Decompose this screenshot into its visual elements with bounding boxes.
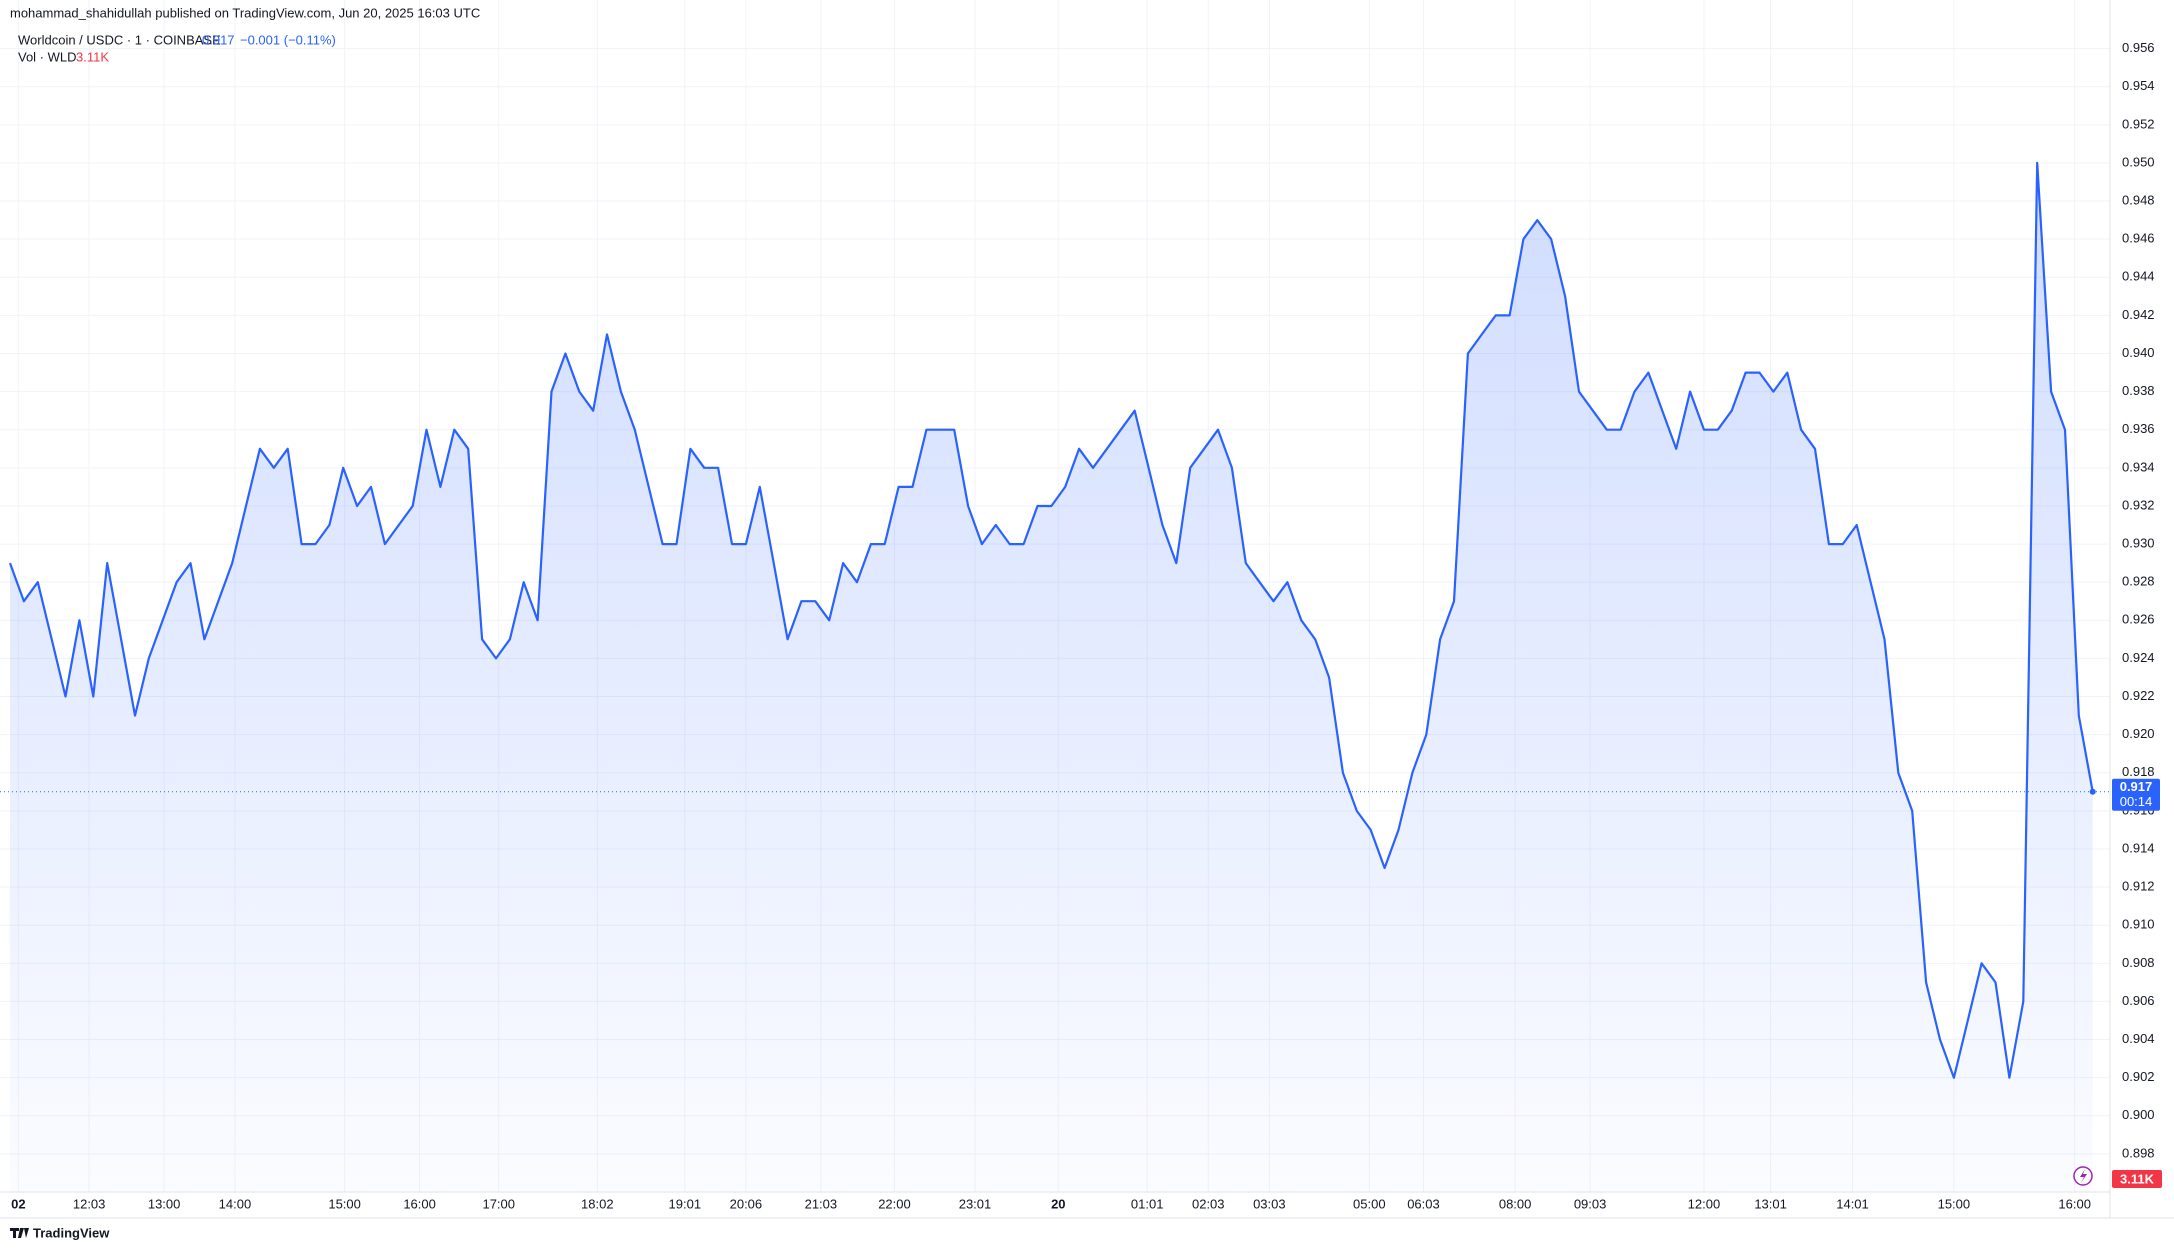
- header-change: −0.001 (−0.11%): [240, 32, 336, 47]
- y-tick-label: 0.898: [2122, 1145, 2155, 1160]
- x-tick-label: 02: [11, 1196, 25, 1211]
- y-tick-label: 0.942: [2122, 307, 2155, 322]
- y-tick-label: 0.910: [2122, 917, 2155, 932]
- y-tick-label: 0.924: [2122, 650, 2155, 665]
- y-tick-label: 0.932: [2122, 497, 2155, 512]
- y-tick-label: 0.952: [2122, 116, 2155, 131]
- x-tick-label: 13:00: [148, 1196, 181, 1211]
- y-tick-label: 0.906: [2122, 993, 2155, 1008]
- y-tick-label: 0.914: [2122, 840, 2155, 855]
- x-tick-label: 16:00: [403, 1196, 436, 1211]
- x-tick-label: 14:01: [1836, 1196, 1869, 1211]
- x-tick-label: 01:01: [1131, 1196, 1164, 1211]
- y-tick-label: 0.928: [2122, 574, 2155, 589]
- brand: TradingView: [33, 1225, 110, 1240]
- price-area: [10, 162, 2093, 1192]
- y-tick-label: 0.900: [2122, 1107, 2155, 1122]
- y-tick-label: 0.912: [2122, 879, 2155, 894]
- x-tick-label: 16:00: [2058, 1196, 2091, 1211]
- x-tick-label: 15:00: [1938, 1196, 1971, 1211]
- x-tick-label: 20: [1051, 1196, 1065, 1211]
- y-tick-label: 0.940: [2122, 345, 2155, 360]
- y-tick-label: 0.946: [2122, 231, 2155, 246]
- y-tick-label: 0.902: [2122, 1069, 2155, 1084]
- y-tick-label: 0.918: [2122, 764, 2155, 779]
- y-tick-label: 0.948: [2122, 192, 2155, 207]
- y-tick-label: 0.922: [2122, 688, 2155, 703]
- x-tick-label: 05:00: [1353, 1196, 1386, 1211]
- x-tick-label: 19:01: [669, 1196, 702, 1211]
- y-tick-label: 0.920: [2122, 726, 2155, 741]
- x-tick-label: 02:03: [1192, 1196, 1225, 1211]
- x-tick-label: 12:03: [73, 1196, 106, 1211]
- x-tick-label: 08:00: [1499, 1196, 1532, 1211]
- last-price-text: 0.917: [2120, 779, 2153, 794]
- symbol: Worldcoin / USDC · 1 · COINBASE: [18, 32, 221, 47]
- x-tick-label: 20:06: [730, 1196, 763, 1211]
- y-tick-label: 0.938: [2122, 383, 2155, 398]
- countdown-text: 00:14: [2120, 794, 2153, 809]
- y-tick-label: 0.934: [2122, 459, 2155, 474]
- y-tick-label: 0.930: [2122, 536, 2155, 551]
- y-tick-label: 0.936: [2122, 421, 2155, 436]
- brand-logo: [10, 1228, 29, 1238]
- y-tick-label: 0.908: [2122, 955, 2155, 970]
- header-price: 0.917: [202, 32, 235, 47]
- volume-badge: [2112, 1170, 2162, 1188]
- x-tick-label: 18:02: [581, 1196, 614, 1211]
- x-tick-label: 15:00: [328, 1196, 361, 1211]
- y-tick-label: 0.944: [2122, 269, 2155, 284]
- x-tick-label: 22:00: [878, 1196, 911, 1211]
- alert-bolt: [2080, 1169, 2087, 1183]
- price-line: [8, 161, 2094, 1079]
- y-tick-label: 0.950: [2122, 154, 2155, 169]
- y-tick-label: 0.956: [2122, 40, 2155, 55]
- x-tick-label: 17:00: [482, 1196, 515, 1211]
- x-tick-label: 03:03: [1253, 1196, 1286, 1211]
- y-tick-label: 0.904: [2122, 1031, 2155, 1046]
- x-tick-label: 06:03: [1407, 1196, 1440, 1211]
- volume-label: Vol · WLD: [18, 49, 77, 64]
- publisher: mohammad_shahidullah published on Tradin…: [10, 5, 480, 20]
- x-tick-label: 13:01: [1754, 1196, 1787, 1211]
- volume-value: 3.11K: [76, 49, 109, 64]
- volume-badge-text: 3.11K: [2120, 1171, 2155, 1186]
- x-tick-label: 09:03: [1574, 1196, 1607, 1211]
- x-tick-label: 14:00: [219, 1196, 252, 1211]
- last-price-badge: [2112, 778, 2160, 811]
- x-tick-label: 21:03: [805, 1196, 838, 1211]
- y-tick-label: 0.954: [2122, 78, 2155, 93]
- x-tick-label: 23:01: [959, 1196, 992, 1211]
- x-tick-label: 12:00: [1688, 1196, 1721, 1211]
- y-tick-label: 0.926: [2122, 612, 2155, 627]
